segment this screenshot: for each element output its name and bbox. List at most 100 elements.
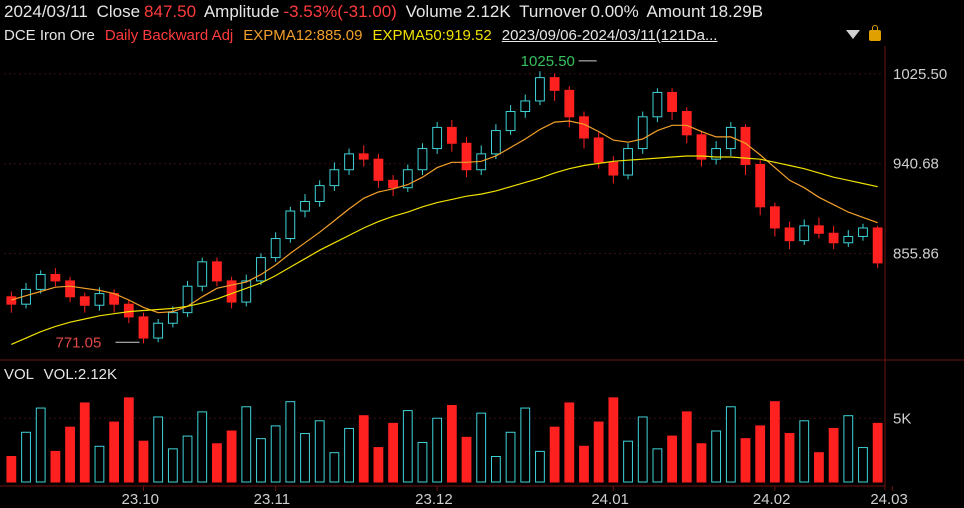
volume-bar (593, 421, 604, 483)
x-tick-label: 24.01 (591, 491, 629, 508)
candle-body (608, 161, 619, 176)
date-range[interactable]: 2023/09/06-2024/03/11(121Da... (501, 27, 718, 44)
y-tick-label: 1025.50 (893, 66, 947, 83)
candle-body (814, 225, 824, 234)
candle-body (696, 134, 707, 160)
candle-body (652, 91, 663, 118)
candle-body (432, 126, 443, 150)
volume-bar (256, 438, 266, 483)
quote-info-bar: 2024/03/11 Close 847.50 Amplitude -3.53%(-… (4, 2, 767, 24)
volume-bar (549, 426, 560, 483)
turnover-label: Turnover (519, 2, 587, 21)
volume-bar (197, 411, 208, 483)
volume-bar (755, 425, 766, 483)
volume-bar (388, 422, 399, 483)
candle-body (784, 227, 795, 242)
candle-body (153, 322, 164, 339)
ema12-line (11, 120, 878, 314)
volume-bar (696, 443, 707, 483)
volume-bar (138, 440, 149, 483)
candle-body (65, 280, 75, 298)
close-label: Close (96, 2, 141, 21)
volume-bar (167, 448, 178, 483)
volume-bar (65, 426, 75, 483)
volume-bar (285, 401, 296, 483)
dropdown-icon[interactable] (846, 30, 860, 39)
volume-legend: VOL VOL:2.12K (4, 366, 117, 383)
candle-body (564, 89, 575, 118)
candle-body (388, 179, 399, 189)
amount-value: 18.29B (709, 2, 764, 21)
volume-bar (21, 431, 31, 483)
amplitude-label: Amplitude (203, 2, 280, 21)
volume-bar (314, 420, 325, 483)
volume-bar (417, 441, 428, 483)
candle-body (505, 111, 516, 132)
candle-body (358, 153, 369, 160)
candle-body (285, 210, 296, 240)
volume-bar (94, 445, 105, 483)
x-tick-label: 23.11 (254, 491, 290, 508)
volume-bar (799, 420, 810, 483)
volume-bar (681, 411, 692, 483)
candle-body (769, 206, 780, 229)
lock-icon[interactable] (869, 25, 881, 41)
adjust-mode[interactable]: Daily Backward Adj (104, 27, 234, 44)
volume-value: 2.12K (466, 2, 511, 21)
candle-body (667, 91, 677, 113)
candle-body (740, 126, 751, 165)
volume-bar (623, 440, 633, 483)
candle-body (94, 293, 105, 306)
amount-label: Amount (646, 2, 706, 21)
candle-body (50, 274, 61, 282)
volume-bar (226, 430, 237, 483)
volume-bar (300, 433, 310, 483)
volume-bar (814, 452, 824, 483)
candle-body (446, 126, 457, 144)
vol-tick-label: 5K (893, 410, 911, 427)
indicator-legend: DCE Iron Ore Daily Backward Adj EXPMA12:88… (4, 27, 717, 47)
y-tick-label: 940.68 (893, 156, 939, 173)
candle-body (843, 235, 854, 244)
volume-bar (358, 415, 369, 483)
volume-panel-label: VOL (4, 366, 34, 383)
volume-bar (505, 431, 516, 483)
candle-body (623, 148, 633, 176)
volume-bar (123, 397, 134, 483)
candle-body (167, 312, 178, 324)
x-tick-label: 24.02 (753, 491, 791, 508)
candle-body (579, 116, 589, 139)
volume-bar (35, 407, 46, 483)
candle-body (828, 232, 839, 244)
volume-bar (769, 401, 780, 483)
candle-body (79, 296, 90, 306)
candle-body (212, 261, 222, 282)
candle-body (755, 163, 766, 208)
candle-body (681, 111, 692, 136)
candle-body (549, 77, 560, 91)
volume-bar (212, 443, 222, 483)
candle-body (182, 285, 193, 314)
volume-bar (402, 410, 413, 483)
x-tick-label: 24.03 (870, 491, 908, 508)
turnover-value: 0.00% (590, 2, 639, 21)
volume-bar (740, 438, 751, 483)
candle-body (344, 153, 354, 171)
instrument-name[interactable]: DCE Iron Ore (4, 27, 95, 44)
y-tick-label: 855.86 (893, 246, 939, 263)
volume-label: Volume (405, 2, 463, 21)
candle-body (197, 261, 208, 287)
x-tick-label: 23.10 (121, 491, 159, 508)
volume-bar (329, 452, 340, 483)
candle-body (520, 100, 531, 113)
volume-bar (520, 407, 531, 483)
low-annotation: 771.05 (55, 334, 101, 351)
volume-bar (461, 436, 472, 483)
ema50-legend: EXPMA50:919.52 (372, 27, 492, 44)
volume-panel-value: VOL:2.12K (43, 366, 118, 383)
volume-bar (270, 425, 281, 483)
volume-bar (153, 416, 164, 483)
candle-body (138, 316, 149, 339)
date-value: 2024/03/11 (4, 2, 88, 21)
